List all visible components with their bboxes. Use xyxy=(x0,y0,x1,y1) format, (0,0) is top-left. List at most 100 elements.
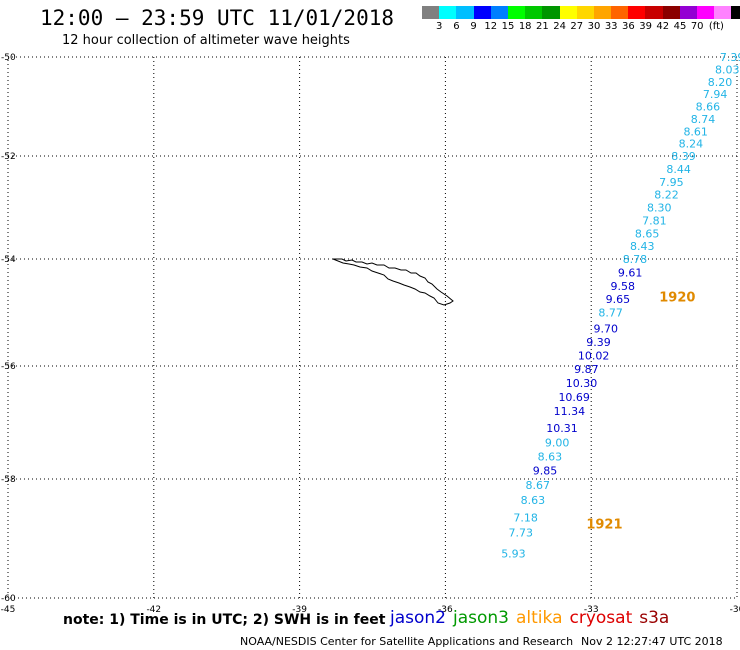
color-swatch xyxy=(645,6,663,19)
color-scale-label: 33 xyxy=(604,21,618,32)
swh-value-label: 7.94 xyxy=(703,88,728,101)
color-swatch xyxy=(559,6,577,19)
color-swatch xyxy=(697,6,715,19)
swh-value-label: 8.61 xyxy=(683,125,708,138)
legend-item-jason3: jason3 xyxy=(453,608,509,628)
swh-value-label: 7.95 xyxy=(659,176,684,189)
axis-labels: -45 -42 -39 -36 -33 -30 -50 -52 -54 -56 -58 -60 xyxy=(1,53,740,615)
color-scale-label: 21 xyxy=(536,21,549,32)
longitude-label: -42 xyxy=(146,605,161,615)
latitude-label: -54 xyxy=(1,255,16,265)
color-swatch xyxy=(525,6,543,19)
swh-value-label: 9.00 xyxy=(545,436,570,449)
map-frame xyxy=(7,56,738,599)
color-scale-label: 27 xyxy=(570,21,584,32)
swh-value-label: 5.93 xyxy=(501,547,526,560)
color-scale-label: 30 xyxy=(587,21,601,32)
latitude-label: -58 xyxy=(1,475,16,485)
latitude-label: -56 xyxy=(1,362,16,372)
latitude-label: -52 xyxy=(1,152,16,162)
note-text: note: 1) Time is in UTC; 2) SWH is in fe… xyxy=(63,612,386,628)
color-swatch xyxy=(473,6,491,19)
color-scale-label: (ft) xyxy=(708,21,724,32)
swh-value-label: 8.44 xyxy=(666,163,691,176)
swh-value-label: 8.24 xyxy=(679,138,704,151)
observation-labels: 7.398.038.207.948.668.748.618.248.398.44… xyxy=(501,51,740,560)
swh-value-label: 8.43 xyxy=(630,240,655,253)
color-scale-label: 6 xyxy=(453,21,460,32)
color-swatch xyxy=(611,6,629,19)
swh-value-label: 9.85 xyxy=(533,465,558,478)
south-georgia-island-outline xyxy=(332,258,454,306)
color-swatch xyxy=(714,6,732,19)
color-swatch xyxy=(439,6,457,19)
color-scale-label: 12 xyxy=(484,21,498,32)
swh-value-label: 8.74 xyxy=(691,113,716,126)
swh-value-label: 8.20 xyxy=(708,76,733,89)
latitude-label: -50 xyxy=(1,53,16,63)
color-scale-label: 42 xyxy=(656,21,670,32)
longitude-label: -39 xyxy=(292,605,307,615)
swh-value-label: 8.77 xyxy=(598,307,623,320)
page-title: 12:00 – 23:59 UTC 11/01/2018 xyxy=(40,6,395,30)
legend-item-jason2: jason2 xyxy=(390,608,446,628)
legend-item-cryosat: cryosat xyxy=(569,608,633,628)
swh-value-label: 7.73 xyxy=(508,527,533,540)
pass-time-label: 1920 xyxy=(659,290,695,305)
color-swatch xyxy=(593,6,612,19)
longitude-label: -36 xyxy=(438,605,453,615)
pass-time-label: 1921 xyxy=(586,518,622,533)
swh-value-label: 8.63 xyxy=(521,494,546,507)
color-swatch xyxy=(490,6,508,19)
pass-labels: 1919201921 xyxy=(586,290,695,533)
color-scale-label: 9 xyxy=(470,21,477,32)
color-scale-label: 24 xyxy=(553,21,566,32)
color-scale-label: 18 xyxy=(518,21,532,32)
color-scale-label: 36 xyxy=(622,21,635,32)
map-grid xyxy=(7,56,738,599)
swh-value-label: 8.67 xyxy=(525,479,550,492)
swh-value-label: 9.58 xyxy=(611,280,636,293)
swh-value-label: 8.30 xyxy=(647,202,672,215)
swh-value-label: 9.61 xyxy=(618,266,643,279)
color-swatch xyxy=(628,6,646,19)
color-swatch xyxy=(731,6,740,19)
swh-value-label: 10.02 xyxy=(578,349,610,362)
satellite-legend: jason2 jason3 altika cryosat s3a xyxy=(390,608,676,628)
swh-value-label: 8.22 xyxy=(654,189,679,202)
swh-value-label: 8.66 xyxy=(696,101,721,114)
swh-value-label: 9.65 xyxy=(606,293,631,306)
color-swatch xyxy=(507,6,526,19)
legend-item-s3a: s3a xyxy=(639,608,670,628)
swh-value-label: 8.78 xyxy=(623,253,648,266)
longitude-label: -45 xyxy=(1,605,16,615)
latitude-label: -60 xyxy=(1,594,16,604)
swh-value-label: 10.30 xyxy=(566,377,598,390)
swh-value-label: 7.39 xyxy=(720,51,740,64)
swh-value-label: 9.70 xyxy=(594,323,619,336)
swh-value-label: 8.03 xyxy=(715,63,740,76)
swh-value-label: 8.39 xyxy=(671,150,696,163)
page-subtitle: 12 hour collection of altimeter wave hei… xyxy=(62,33,350,48)
swh-value-label: 8.65 xyxy=(635,227,660,240)
legend-item-altika: altika xyxy=(516,608,563,628)
color-scale-labels: 3 6 9 12 15 18 21 24 27 30 33 36 39 42 45 70 (ft) xyxy=(422,21,740,35)
longitude-label: -33 xyxy=(584,605,599,615)
swh-value-label: 9.39 xyxy=(586,336,611,349)
credit-timestamp: Nov 2 12:27:47 UTC 2018 xyxy=(581,635,723,648)
swh-value-label: 10.31 xyxy=(546,422,578,435)
color-swatch xyxy=(422,6,440,19)
color-swatch xyxy=(679,6,697,19)
color-scale-label: 70 xyxy=(690,21,704,32)
credit-text: NOAA/NESDIS Center for Satellite Applica… xyxy=(240,635,574,648)
color-swatch xyxy=(456,6,474,19)
color-swatch xyxy=(662,6,680,19)
color-scale-label: 3 xyxy=(436,21,443,32)
swh-value-label: 7.81 xyxy=(642,214,667,227)
color-scale-label: 15 xyxy=(501,21,515,32)
color-scale-label: 39 xyxy=(639,21,652,32)
swh-value-label: 8.63 xyxy=(538,450,563,463)
color-swatch xyxy=(542,6,560,19)
swh-value-label: 7.18 xyxy=(513,512,538,525)
